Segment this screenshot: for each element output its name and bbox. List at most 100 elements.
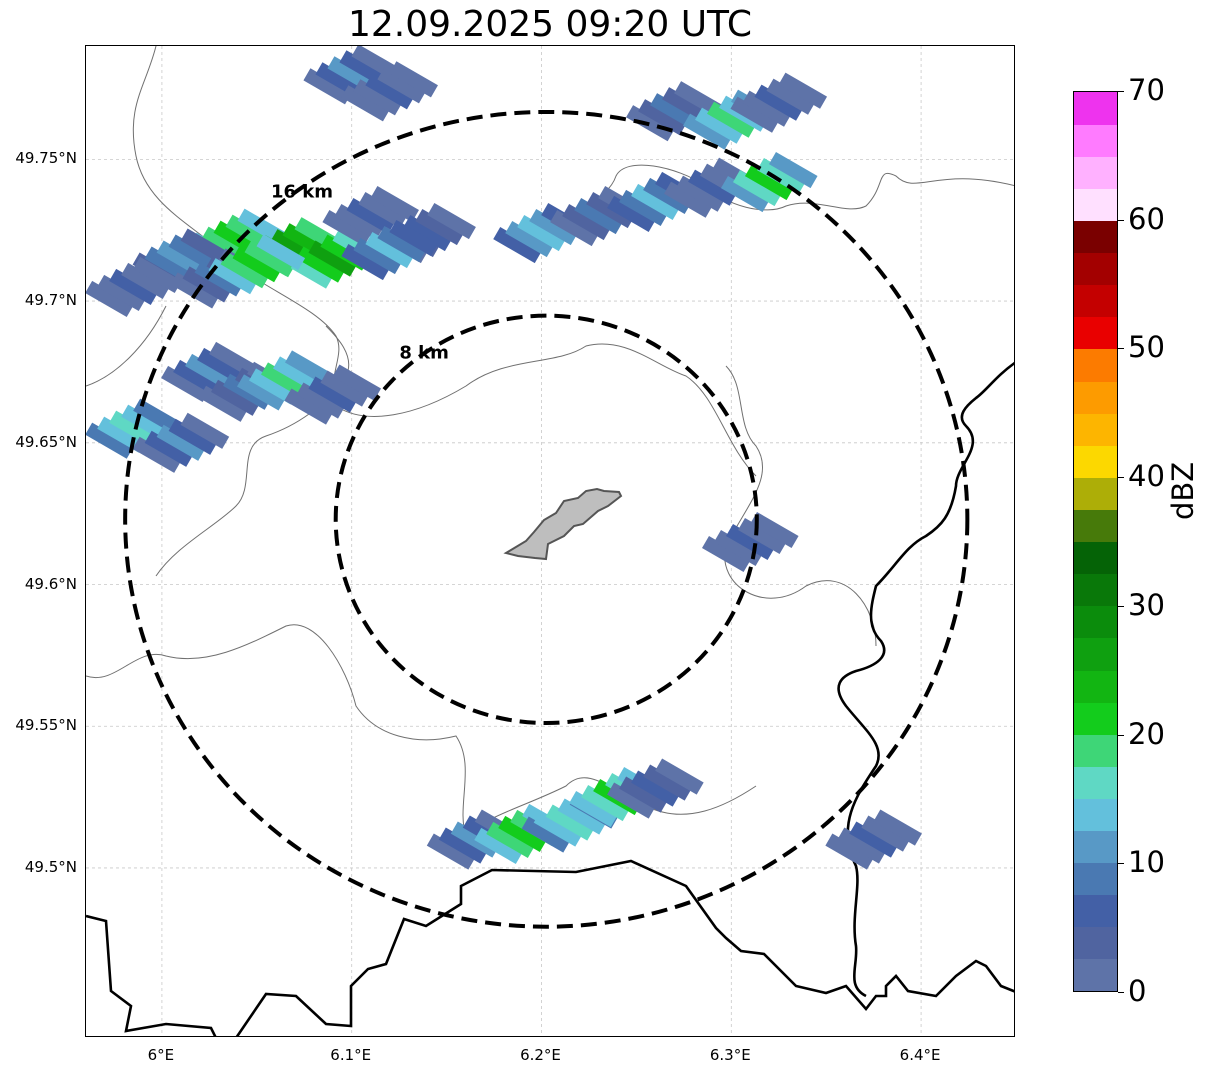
colorbar-tick-label: 0 (1128, 974, 1147, 1008)
reflectivity-cell (256, 234, 306, 271)
country-border (86, 914, 217, 1036)
reflectivity-cell (849, 821, 898, 858)
colorbar-segment (1074, 573, 1117, 607)
colorbar-segment (1074, 252, 1117, 286)
reflectivity-layer (86, 46, 922, 870)
reflectivity-cell (209, 341, 258, 379)
colorbar-segment (1074, 188, 1117, 222)
lat-tick-label: 49.7°N (24, 291, 77, 310)
colorbar-segment (1074, 445, 1117, 478)
reflectivity-cell (249, 368, 298, 405)
reflectivity-cell (353, 238, 402, 275)
reflectivity-cell (498, 815, 547, 852)
reflectivity-cell (365, 232, 414, 269)
reflectivity-cell (631, 183, 680, 220)
range-rings: 8 km 16 km (123, 109, 970, 929)
colorbar-segment (1074, 124, 1117, 157)
reflectivity-cell (493, 227, 542, 264)
reflectivity-cell (365, 73, 414, 110)
range-ring (123, 109, 970, 929)
reflectivity-cell (285, 350, 334, 387)
reflectivity-cell (296, 246, 346, 283)
reflectivity-cell (185, 353, 234, 391)
reflectivity-cell (237, 374, 286, 411)
reflectivity-cell (341, 244, 390, 281)
colorbar-segment (1074, 798, 1117, 832)
reflectivity-cell (486, 821, 535, 858)
reflectivity-cell (261, 362, 310, 399)
reflectivity-cell (607, 195, 656, 232)
admin-border (86, 305, 167, 387)
reflectivity-cell (732, 169, 782, 207)
reflectivity-cell (161, 365, 210, 403)
reflectivity-cell (730, 96, 780, 133)
reflectivity-cell (643, 764, 692, 801)
lon-tick-label: 6.1°E (330, 1046, 372, 1064)
range-ring (333, 313, 759, 726)
reflectivity-cell (121, 404, 170, 441)
reflectivity-cell (109, 268, 158, 305)
reflectivity-cell (638, 99, 687, 136)
colorbar-tick (1118, 477, 1124, 479)
reflectivity-cell (156, 240, 206, 277)
reflectivity-cell (533, 810, 583, 847)
reflectivity-cell (168, 418, 218, 455)
admin-border (155, 325, 350, 577)
colorbar-segment (1074, 862, 1117, 896)
reflectivity-cell (220, 252, 270, 289)
colorbar-tick-label: 20 (1128, 716, 1165, 751)
reflectivity-cell (586, 191, 635, 229)
reflectivity-cell (180, 412, 230, 449)
reflectivity-cell (199, 385, 248, 422)
reflectivity-cell (545, 804, 595, 841)
colorbar-segment (1074, 413, 1117, 446)
reflectivity-cell (562, 203, 611, 241)
reflectivity-cell (607, 782, 656, 819)
reflectivity-cell (550, 209, 599, 247)
radar-map[interactable]: 8 km 16 km (85, 45, 1015, 1037)
city-area (503, 487, 623, 561)
reflectivity-cell (303, 68, 352, 105)
lat-tick-label: 49.55°N (15, 716, 77, 735)
graticule-grid (86, 46, 1014, 1036)
colorbar-segment (1074, 894, 1117, 928)
reflectivity-cell (144, 430, 194, 467)
reflectivity-cell (232, 246, 282, 283)
colorbar-segment (1074, 220, 1117, 254)
reflectivity-cell (695, 107, 744, 144)
lon-tick-label: 6°E (147, 1046, 175, 1064)
reflectivity-cell (754, 84, 804, 121)
chart-title: 12.09.2025 09:20 UTC (347, 4, 753, 45)
colorbar-segment (1074, 477, 1117, 510)
reflectivity-cell (655, 758, 704, 795)
colorbar-segment (1074, 509, 1117, 543)
reflectivity-cell (744, 163, 794, 201)
reflectivity-cell (273, 356, 322, 393)
reflectivity-cell (308, 240, 358, 277)
city-polygon (503, 487, 623, 561)
colorbar-segment (1074, 766, 1117, 799)
colorbar-tick (1118, 219, 1124, 221)
reflectivity-cell (194, 260, 244, 297)
reflectivity-cell (517, 215, 566, 252)
reflectivity-cell (334, 203, 383, 241)
reflectivity-cell (133, 256, 182, 293)
reflectivity-cell (778, 72, 828, 109)
reflectivity-cell (415, 209, 464, 246)
reflectivity-cell (505, 221, 554, 258)
reflectivity-cell (581, 785, 630, 822)
colorbar-tick (1118, 91, 1124, 92)
reflectivity-cell (341, 85, 390, 122)
colorbar-tick-label: 50 (1128, 330, 1165, 365)
lat-tick-label: 49.6°N (24, 574, 77, 593)
colorbar-tick (1118, 992, 1124, 993)
reflectivity-cell (766, 78, 816, 115)
reflectivity-cell (308, 376, 358, 413)
reflectivity-cell (173, 359, 222, 397)
reflectivity-cell (170, 272, 220, 309)
reflectivity-cell (133, 398, 182, 435)
reflectivity-cell (389, 220, 438, 257)
reflectivity-cell (861, 815, 910, 852)
reflectivity-cell (346, 197, 395, 235)
reflectivity-cell (619, 189, 668, 226)
